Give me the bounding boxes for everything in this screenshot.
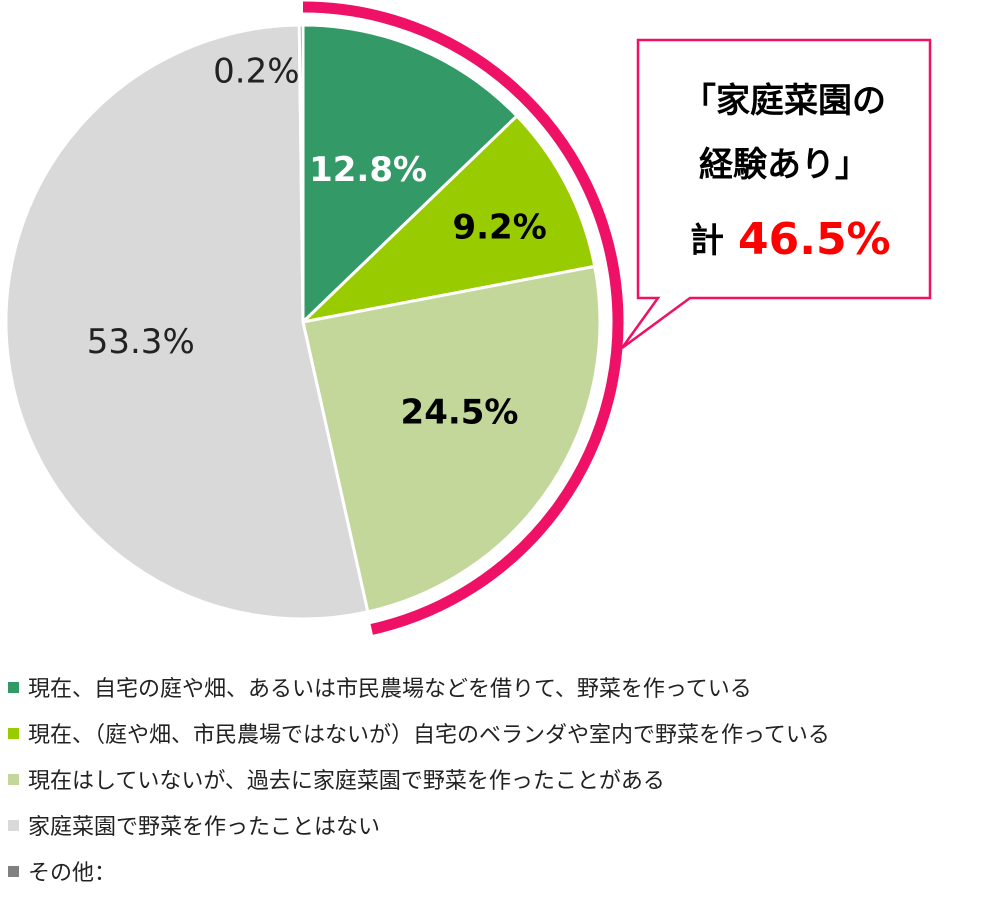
legend-swatch-5: [8, 865, 19, 877]
slice-label-3: 24.5%: [401, 393, 519, 433]
callout-line-2: 経験あり」: [699, 145, 869, 185]
highlight-arc-layer: [302, 1, 624, 635]
pie-slice-2: [298, 113, 597, 325]
pie-slices: [4, 23, 602, 621]
callout-line-1: 「家庭菜園の: [682, 81, 886, 121]
legend-label-1: 現在、自宅の庭や畑、あるいは市民農場などを借りて、野菜を作っている: [28, 677, 752, 702]
legend-item-1: 現在、自宅の庭や畑、あるいは市民農場などを借りて、野菜を作っている: [8, 664, 993, 710]
callout-box: 「家庭菜園の 経験あり」 計 46.5%: [620, 38, 932, 350]
callout-prefix: 計: [690, 221, 724, 261]
slice-label-1: 12.8%: [309, 150, 427, 190]
legend-item-3: 現在はしていないが、過去に家庭菜園で野菜を作ったことがある: [8, 756, 993, 802]
legend-label-2: 現在、（庭や畑、市民農場ではないが）自宅のベランダや室内で野菜を作っている: [28, 723, 830, 748]
legend-swatch-3: [8, 773, 19, 785]
legend-label-5: その他：: [28, 861, 117, 886]
legend-item-5: その他：: [8, 848, 993, 894]
pie-chart: 12.8% 9.2% 24.5% 53.3% 0.2% 「家庭菜園の 経験あり」 計 4…: [4, 1, 932, 635]
highlight-arc: [302, 1, 624, 635]
slice-labels: 12.8% 9.2% 24.5% 53.3% 0.2%: [87, 52, 547, 433]
legend-label-3: 現在はしていないが、過去に家庭菜園で野菜を作ったことがある: [28, 769, 665, 794]
slice-label-4: 53.3%: [87, 322, 195, 362]
pie-slice-3: [301, 264, 602, 614]
legend-swatch-2: [8, 727, 19, 739]
pie-slice-4: [4, 23, 370, 621]
callout-bubble: [620, 38, 932, 350]
legend-label-4: 家庭菜園で野菜を作ったことはない: [28, 815, 381, 840]
legend-swatch-4: [8, 819, 19, 831]
legend: 現在、自宅の庭や畑、あるいは市民農場などを借りて、野菜を作っている現在、（庭や畑…: [8, 664, 993, 894]
pie-slice-5: [297, 23, 305, 323]
pie-slice-1: [301, 23, 520, 326]
legend-item-2: 現在、（庭や畑、市民農場ではないが）自宅のベランダや室内で野菜を作っている: [8, 710, 993, 756]
legend-swatch-1: [8, 681, 19, 693]
slice-label-5: 0.2%: [213, 52, 299, 92]
callout-total-value: 46.5%: [738, 214, 891, 265]
legend-item-4: 家庭菜園で野菜を作ったことはない: [8, 802, 993, 848]
slice-label-2: 9.2%: [452, 207, 546, 247]
